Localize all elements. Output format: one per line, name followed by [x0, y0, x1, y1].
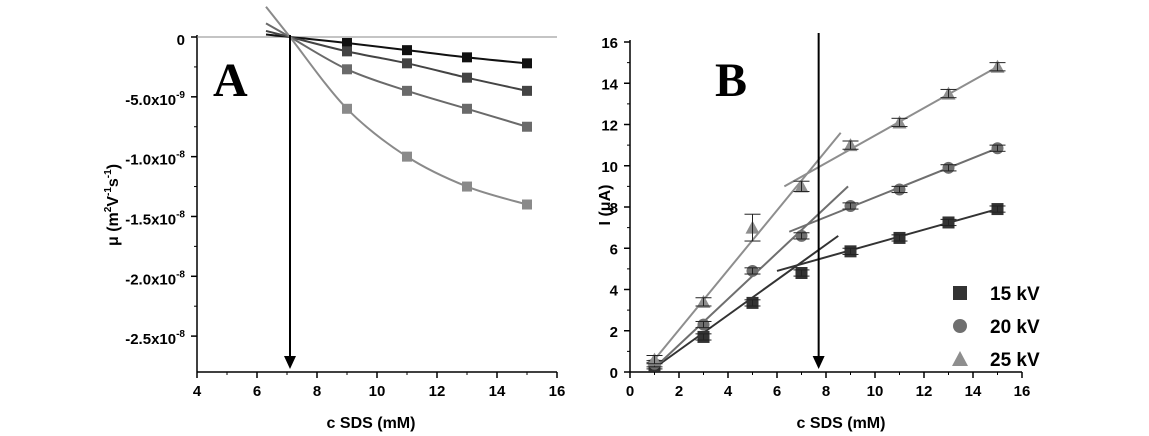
y-tick-label: 8 — [610, 200, 618, 217]
y-tick-label: 4 — [610, 283, 619, 300]
y-tick-exponent: -8 — [176, 329, 185, 340]
y-tick-exponent: -9 — [176, 90, 185, 101]
fit-line-low — [653, 132, 842, 361]
x-tick-label: 6 — [253, 383, 261, 400]
svg-text:I (μA): I (μA) — [597, 185, 614, 226]
y-tick-label: 0 — [177, 32, 185, 49]
fit-line-high — [776, 208, 998, 272]
data-point-square — [522, 121, 532, 132]
x-tick-label: 0 — [626, 383, 634, 400]
series-curve-4 — [265, 6, 528, 206]
data-point-square — [342, 103, 352, 114]
y-tick-mantissa: 0 — [177, 32, 185, 49]
y-tick-exponent: -8 — [176, 209, 185, 220]
legend-marker-square — [953, 286, 967, 300]
legend-label: 20 kV — [990, 317, 1040, 338]
chart-panel-b: I (μA) c SDS (mM) B 15 kV 20 kV 25 kV 0 2 4 6… — [597, 33, 1040, 432]
y-tick-label: 6 — [610, 241, 618, 258]
x-tick-label: 10 — [369, 383, 386, 400]
series-curve-1 — [265, 33, 528, 65]
legend-label: 25 kV — [990, 350, 1040, 371]
series-curve-2 — [265, 29, 528, 92]
data-point-square — [342, 46, 352, 57]
legend-marker-triangle — [952, 351, 968, 366]
x-tick-label: 6 — [773, 383, 781, 400]
chart-panel-a: μ (m2V-1s-1) c SDS (mM) A 4 6 8 10 12 14 16 0 -5… — [103, 6, 566, 432]
fit-line-high — [788, 147, 998, 233]
y-tick-exponent: -8 — [176, 150, 185, 161]
cmc-arrow-head — [284, 356, 296, 369]
legend-marker-circle — [953, 319, 967, 333]
y-tick-label: -1.5x10-8 — [125, 209, 185, 228]
y-tick-mantissa: -1.0x10 — [125, 152, 176, 169]
fit-line-high — [783, 65, 998, 188]
data-point-square — [462, 181, 472, 192]
x-tick-label: 8 — [313, 383, 321, 400]
x-tick-label: 14 — [489, 383, 506, 400]
x-tick-label: 4 — [724, 383, 733, 400]
y-tick-label: -2.0x10-8 — [125, 269, 185, 288]
y-axis-label: μ (m2V-1s-1) — [103, 164, 122, 246]
fit-line-low — [653, 235, 839, 369]
y-tick-mantissa: -2.5x10 — [125, 331, 176, 348]
x-axis-label: c SDS (mM) — [327, 415, 416, 432]
y-tick-mantissa: -1.5x10 — [125, 211, 176, 228]
y-tick-mantissa: -2.0x10 — [125, 271, 176, 288]
y-tick-label: -2.5x10-8 — [125, 329, 185, 348]
data-point-square — [522, 58, 532, 69]
data-point-square — [462, 103, 472, 114]
x-tick-label: 4 — [193, 383, 202, 400]
panel-label-b: B — [715, 54, 747, 107]
y-tick-label: 16 — [601, 35, 618, 52]
svg-text:μ (m2V-1s-1): μ (m2V-1s-1) — [103, 164, 122, 246]
y-tick-label: 14 — [601, 76, 618, 93]
y-axis-label: I (μA) — [597, 185, 614, 226]
cmc-arrow-head — [812, 356, 825, 369]
y-tick-mantissa: -5.0x10 — [125, 92, 176, 109]
y-tick-exponent: -8 — [176, 269, 185, 280]
legend-label: 15 kV — [990, 284, 1040, 305]
data-point-square — [402, 58, 412, 69]
x-tick-label: 8 — [822, 383, 830, 400]
x-tick-label: 12 — [916, 383, 933, 400]
y-tick-label: 12 — [601, 118, 618, 135]
fit-line-low — [653, 185, 849, 369]
legend: 15 kV 20 kV 25 kV — [952, 284, 1040, 371]
y-tick-label: 0 — [610, 365, 618, 382]
data-point-square — [342, 37, 352, 48]
data-point-square — [522, 85, 532, 96]
data-point-square — [342, 64, 352, 75]
x-tick-label: 16 — [1014, 383, 1031, 400]
y-tick-label: -1.0x10-8 — [125, 150, 185, 169]
x-tick-label: 2 — [675, 383, 683, 400]
panel-label-a: A — [213, 54, 248, 107]
y-tick-label: 2 — [610, 324, 618, 341]
data-point-square — [402, 85, 412, 96]
y-tick-label: -5.0x10-9 — [125, 90, 185, 109]
x-tick-label: 16 — [549, 383, 566, 400]
data-point-square — [522, 199, 532, 210]
data-point-square — [402, 151, 412, 162]
x-tick-label: 14 — [965, 383, 982, 400]
x-tick-label: 12 — [429, 383, 446, 400]
data-point-square — [402, 45, 412, 56]
x-tick-label: 10 — [867, 383, 884, 400]
data-point-square — [462, 52, 472, 63]
x-axis-label: c SDS (mM) — [797, 415, 886, 432]
data-point-square — [462, 72, 472, 83]
y-tick-label: 10 — [601, 159, 618, 176]
